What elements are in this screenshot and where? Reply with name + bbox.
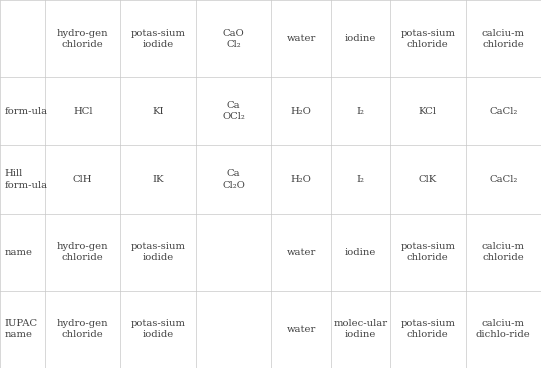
Text: hydro­gen
chloride: hydro­gen chloride — [57, 242, 109, 262]
Text: H₂O: H₂O — [291, 107, 312, 116]
Text: potas­sium
chloride: potas­sium chloride — [400, 242, 456, 262]
Text: ClK: ClK — [419, 175, 437, 184]
Text: hydro­gen
chloride: hydro­gen chloride — [57, 319, 109, 339]
Text: calciu­m
chloride: calciu­m chloride — [481, 29, 525, 49]
Text: I₂: I₂ — [357, 175, 365, 184]
Text: hydro­gen
chloride: hydro­gen chloride — [57, 29, 109, 49]
Text: Hill
form­ula: Hill form­ula — [4, 169, 48, 190]
Text: form­ula: form­ula — [4, 107, 48, 116]
Text: water: water — [286, 325, 316, 334]
Text: potas­sium
iodide: potas­sium iodide — [131, 29, 186, 49]
Text: ClH: ClH — [73, 175, 93, 184]
Text: CaO
Cl₂: CaO Cl₂ — [223, 29, 245, 49]
Text: potas­sium
iodide: potas­sium iodide — [131, 319, 186, 339]
Text: CaCl₂: CaCl₂ — [489, 175, 517, 184]
Text: name: name — [4, 248, 32, 257]
Text: HCl: HCl — [73, 107, 93, 116]
Text: Ca
OCl₂: Ca OCl₂ — [222, 101, 245, 121]
Text: potas­sium
chloride: potas­sium chloride — [400, 319, 456, 339]
Text: Ca
Cl₂O: Ca Cl₂O — [222, 169, 245, 190]
Text: molec­ular
iodine: molec­ular iodine — [333, 319, 387, 339]
Text: IK: IK — [153, 175, 164, 184]
Text: IUPAC
name: IUPAC name — [4, 319, 37, 339]
Text: KCl: KCl — [419, 107, 437, 116]
Text: iodine: iodine — [345, 34, 376, 43]
Text: calciu­m
chloride: calciu­m chloride — [481, 242, 525, 262]
Text: water: water — [286, 34, 316, 43]
Text: potas­sium
iodide: potas­sium iodide — [131, 242, 186, 262]
Text: potas­sium
chloride: potas­sium chloride — [400, 29, 456, 49]
Text: calciu­m
dichlo­ride: calciu­m dichlo­ride — [476, 319, 531, 339]
Text: iodine: iodine — [345, 248, 376, 257]
Text: H₂O: H₂O — [291, 175, 312, 184]
Text: CaCl₂: CaCl₂ — [489, 107, 517, 116]
Text: KI: KI — [153, 107, 164, 116]
Text: water: water — [286, 248, 316, 257]
Text: I₂: I₂ — [357, 107, 365, 116]
